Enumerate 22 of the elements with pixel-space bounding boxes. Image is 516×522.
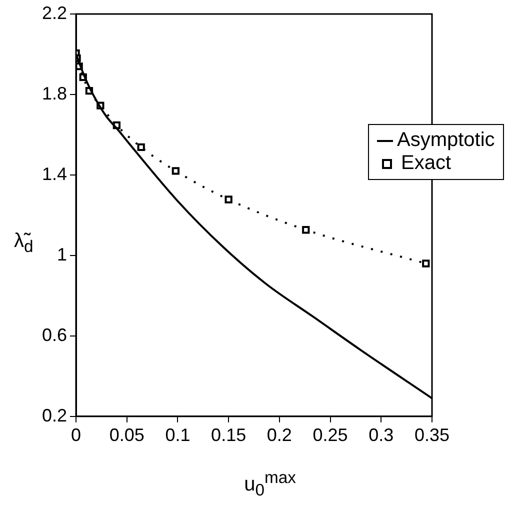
x-tick-label: 0.3 [368,425,394,446]
x-tick-label: 0.35 [414,425,450,446]
legend-label: Exact [401,152,452,175]
legend-label: Asymptotic [397,129,495,152]
x-tick-label: 0.15 [211,425,246,446]
y-tick-label: 2.2 [42,2,67,23]
x-tick-label: 0.1 [165,425,190,446]
point [302,226,310,234]
point [422,260,430,268]
y-tick-label: 1 [56,244,67,264]
point [137,143,145,152]
x-tick-label: 0 [70,425,82,446]
y-tick-label: 0.6 [42,324,67,345]
x-tick-label: 0.2 [266,425,292,446]
y-tick-label: 1.8 [42,83,67,104]
point [224,196,232,204]
x-tick-label: 0.25 [312,425,348,446]
y-axis-title: λ̃$_{d}$ [14,230,34,257]
point [172,167,180,175]
x-tick-label: 0.05 [109,425,144,446]
y-tick-label: 1.4 [42,164,67,184]
y-tick-label: 0.2 [42,405,67,426]
